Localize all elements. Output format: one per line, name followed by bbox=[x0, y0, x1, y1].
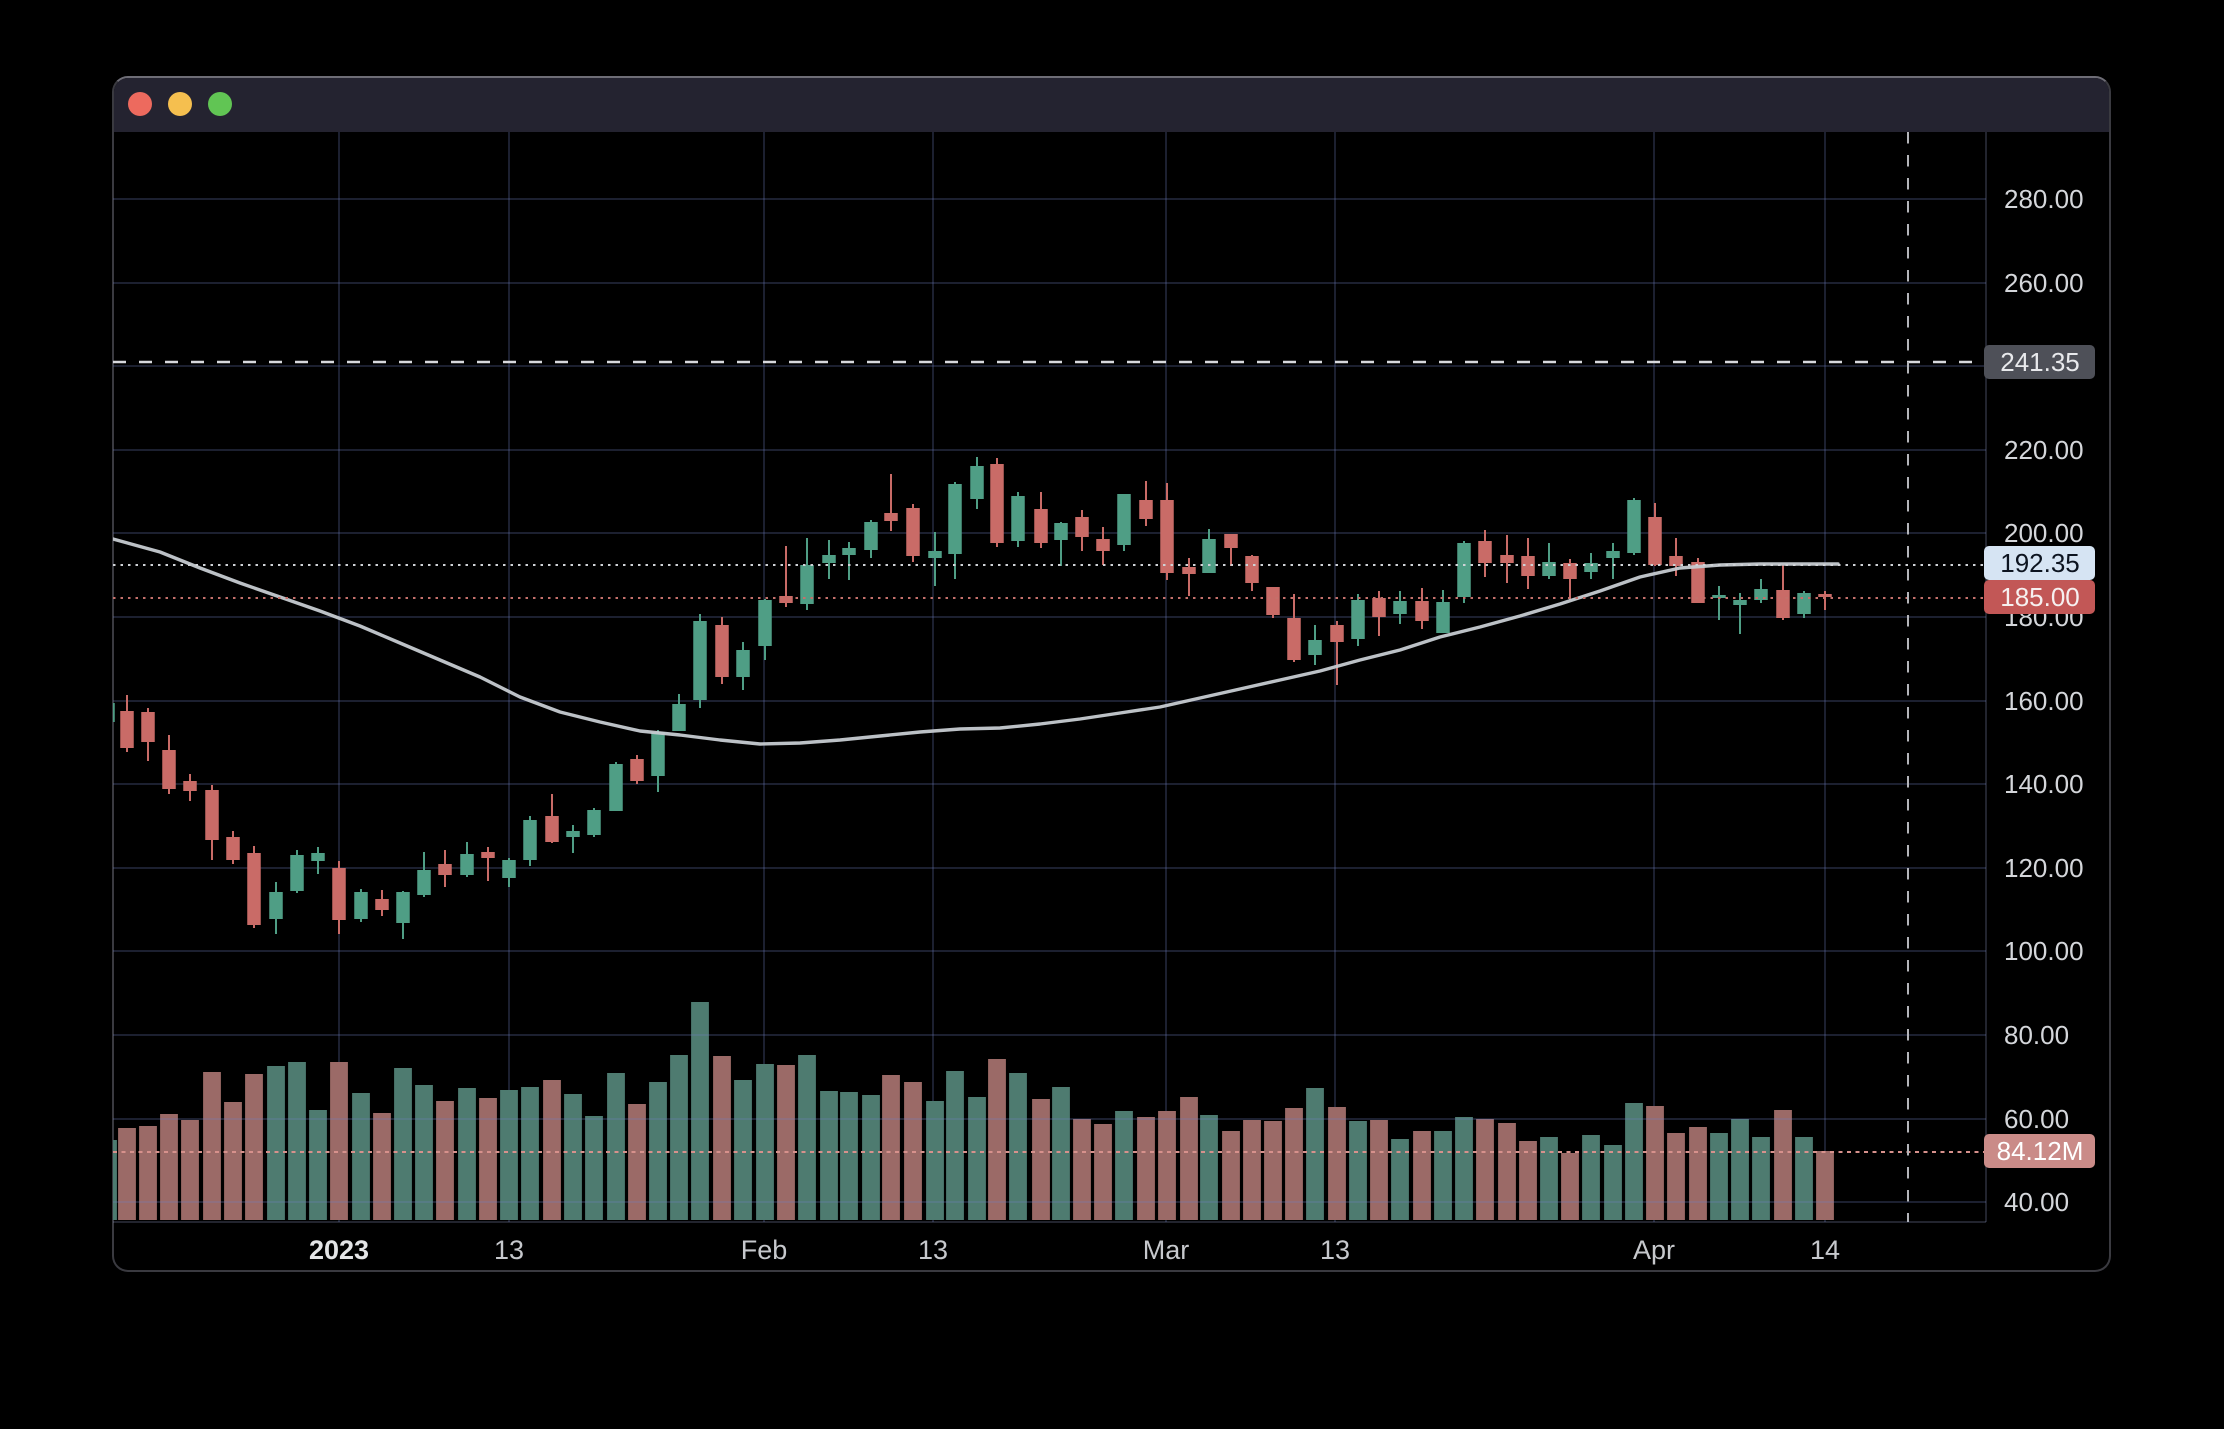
svg-text:260.00: 260.00 bbox=[2004, 268, 2084, 298]
svg-text:13: 13 bbox=[494, 1235, 524, 1265]
svg-text:185.00: 185.00 bbox=[2000, 582, 2080, 612]
svg-text:192.35: 192.35 bbox=[2000, 548, 2080, 578]
svg-text:160.00: 160.00 bbox=[2004, 686, 2084, 716]
svg-text:280.00: 280.00 bbox=[2004, 184, 2084, 214]
svg-text:60.00: 60.00 bbox=[2004, 1104, 2069, 1134]
svg-text:241.35: 241.35 bbox=[2000, 347, 2080, 377]
svg-text:220.00: 220.00 bbox=[2004, 435, 2084, 465]
svg-text:80.00: 80.00 bbox=[2004, 1020, 2069, 1050]
svg-text:84.12M: 84.12M bbox=[1997, 1136, 2084, 1166]
svg-text:120.00: 120.00 bbox=[2004, 853, 2084, 883]
svg-text:2023: 2023 bbox=[309, 1235, 369, 1265]
svg-text:200.00: 200.00 bbox=[2004, 518, 2084, 548]
svg-text:140.00: 140.00 bbox=[2004, 769, 2084, 799]
svg-text:100.00: 100.00 bbox=[2004, 936, 2084, 966]
svg-text:Apr: Apr bbox=[1633, 1235, 1675, 1265]
svg-text:14: 14 bbox=[1810, 1235, 1840, 1265]
svg-text:Mar: Mar bbox=[1143, 1235, 1190, 1265]
svg-text:13: 13 bbox=[1320, 1235, 1350, 1265]
svg-text:40.00: 40.00 bbox=[2004, 1187, 2069, 1217]
svg-text:13: 13 bbox=[918, 1235, 948, 1265]
svg-text:Feb: Feb bbox=[741, 1235, 788, 1265]
